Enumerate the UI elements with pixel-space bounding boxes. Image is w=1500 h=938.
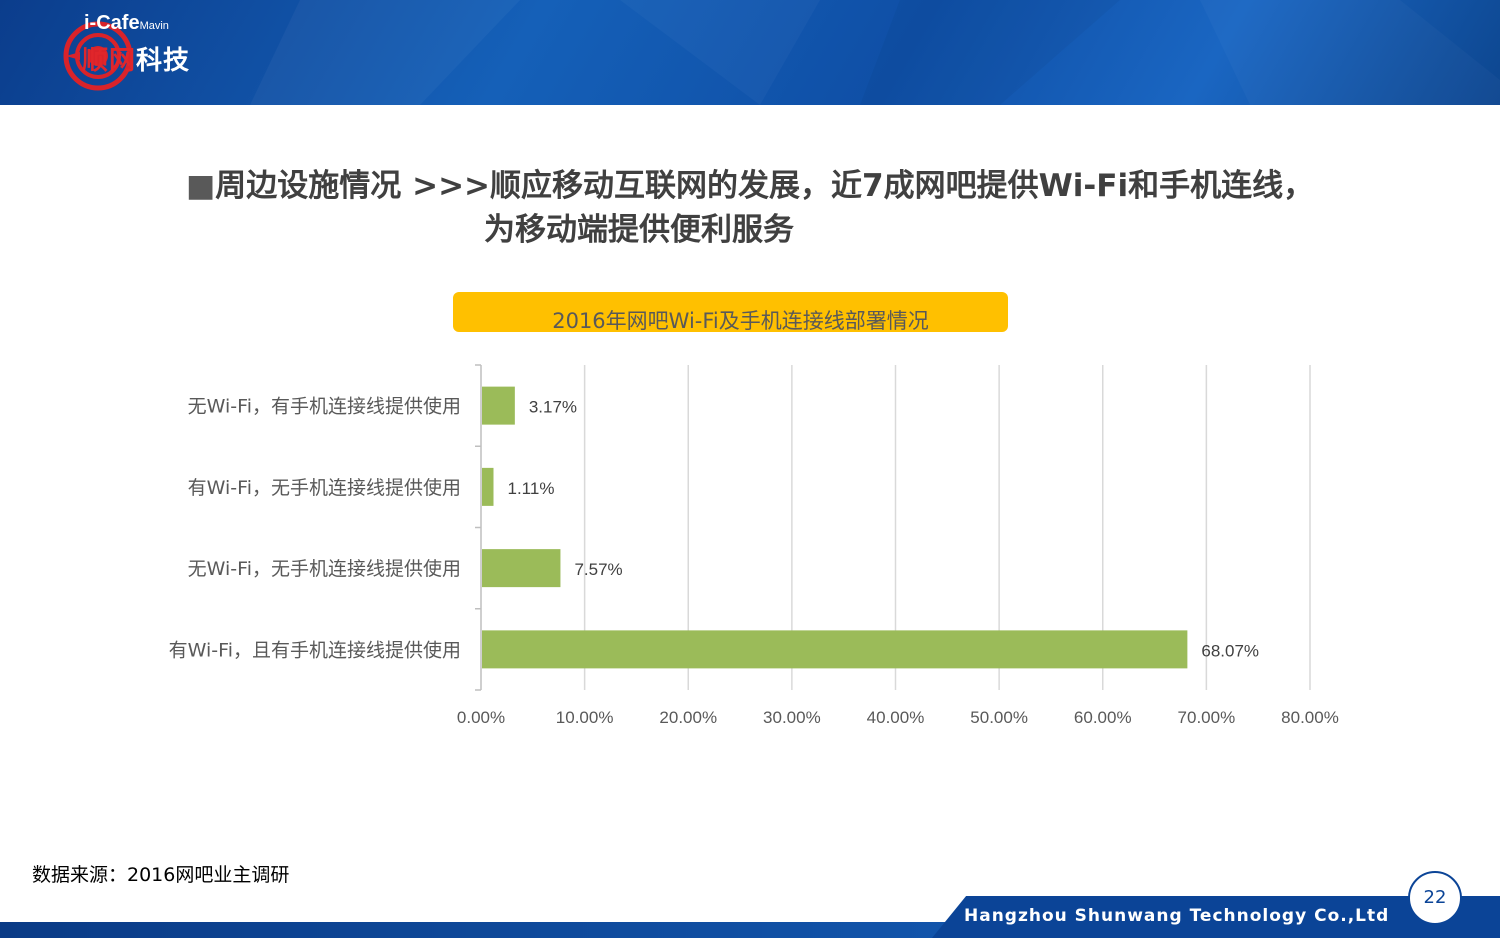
data-source: 数据来源：2016网吧业主调研 [32, 864, 290, 886]
x-tick-label: 60.00% [1074, 708, 1132, 727]
x-tick-label: 80.00% [1281, 708, 1339, 727]
logo-chinese-name: 顺网科技 [82, 46, 191, 76]
x-tick-label: 10.00% [556, 708, 614, 727]
page-title: ■周边设施情况 >>>顺应移动互联网的发展，近7成网吧提供Wi-Fi和手机连线，… [186, 164, 1386, 252]
x-tick-label: 40.00% [867, 708, 925, 727]
bar [482, 630, 1188, 669]
category-label: 无Wi-Fi，有手机连接线提供使用 [188, 396, 461, 418]
data-label: 7.57% [574, 560, 622, 579]
company-logo [63, 21, 133, 91]
footer-company: Hangzhou Shunwang Technology Co.,Ltd [964, 906, 1390, 926]
data-label: 68.07% [1201, 641, 1259, 660]
headline-line-1: 周边设施情况 >>>顺应移动互联网的发展，近7成网吧提供Wi-Fi和手机连线， [215, 168, 1315, 204]
chart-title-background [453, 292, 1008, 332]
bar [482, 386, 515, 425]
bullet-square-icon: ■ [186, 168, 216, 204]
x-tick-label: 0.00% [457, 708, 505, 727]
page-number: 22 [1408, 871, 1462, 925]
bar [482, 549, 561, 588]
chart-title: 2016年网吧Wi-Fi及手机连接线部署情况 [552, 309, 929, 333]
logo-wordmark: i-CafeMavin [84, 12, 169, 34]
x-tick-label: 30.00% [763, 708, 821, 727]
x-tick-label: 70.00% [1178, 708, 1236, 727]
footer-tab [932, 896, 1500, 938]
category-label: 有Wi-Fi，无手机连接线提供使用 [188, 477, 461, 499]
header-banner [0, 0, 1500, 105]
headline-line-2: 为移动端提供便利服务 [484, 212, 794, 248]
x-tick-label: 20.00% [659, 708, 717, 727]
category-label: 无Wi-Fi，无手机连接线提供使用 [188, 558, 461, 580]
data-label: 3.17% [529, 398, 577, 417]
x-tick-label: 50.00% [970, 708, 1028, 727]
category-label: 有Wi-Fi，且有手机连接线提供使用 [169, 639, 461, 661]
data-label: 1.11% [508, 479, 555, 498]
bar [482, 467, 494, 506]
